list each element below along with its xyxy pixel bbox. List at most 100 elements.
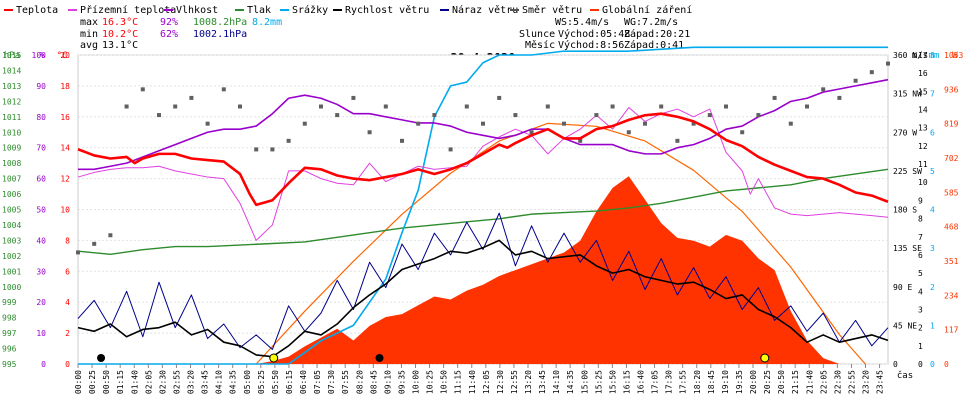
- x-tick-label-5: 02:05: [144, 370, 153, 394]
- pressure-axis-tick-12: 1007: [2, 175, 21, 184]
- pressure-axis-tick-10: 1005: [2, 206, 21, 215]
- wind-speed-axis-tick-13: 13: [918, 124, 928, 133]
- radiation-axis-tick-3: 351: [944, 257, 959, 266]
- temperature-axis-tick-10: 20: [60, 51, 70, 60]
- humidity-axis-tick-9: 90: [36, 82, 46, 91]
- wind-dir-point-0: [76, 250, 80, 255]
- x-tick-label-55: 22:55: [847, 370, 856, 394]
- info-ws: WS:5.4m/s: [555, 17, 609, 28]
- wind-dir-point-33: [610, 104, 615, 109]
- temperature-axis-tick-6: 12: [60, 175, 70, 184]
- wind-dir-point-32: [594, 113, 599, 118]
- wind-dir-point-23: [448, 147, 453, 152]
- x-tick-label-53: 22:05: [819, 370, 828, 394]
- wind-dir-axis-tick-7: 315 NW: [893, 90, 922, 99]
- sunrise-marker: [269, 353, 279, 363]
- unit-hpa: hPa: [4, 51, 20, 61]
- x-tick-label-11: 04:35: [229, 370, 238, 394]
- wind-dir-axis-tick-6: 270 W: [893, 128, 917, 137]
- radiation-axis-tick-4: 468: [944, 223, 959, 232]
- series-globalni-zareni: [78, 176, 888, 364]
- wind-dir-point-24: [464, 104, 469, 109]
- temperature-axis-tick-2: 4: [65, 298, 70, 307]
- moonrise-marker: [375, 354, 384, 362]
- pressure-axis-tick-9: 1004: [2, 221, 21, 230]
- x-tick-label-6: 02:30: [158, 370, 167, 394]
- radiation-axis-tick-9: 1053: [944, 51, 963, 60]
- wind-dir-point-5: [157, 113, 161, 118]
- info-moonrise: Východ:8:56: [558, 39, 624, 51]
- line-prizemni-teplota: [77, 107, 889, 241]
- wind-dir-point-7: [189, 95, 194, 100]
- temperature-axis-tick-0: 0: [65, 360, 70, 369]
- wind-speed-axis-tick-12: 12: [918, 142, 928, 151]
- rain-axis-tick-7: 7: [930, 90, 935, 99]
- wind-speed-axis-tick-1: 1: [918, 342, 923, 351]
- wind-dir-point-9: [221, 87, 226, 92]
- wind-dir-point-16: [335, 113, 340, 118]
- humidity-axis-tick-3: 30: [36, 267, 46, 276]
- stats-max-temp: 16.3°C: [102, 17, 138, 28]
- temperature-axis-tick-7: 14: [60, 144, 70, 153]
- wind-speed-axis-tick-9: 9: [918, 196, 923, 205]
- radiation-axis-tick-8: 936: [944, 85, 959, 94]
- wind-dir-point-26: [497, 95, 502, 100]
- wind-speed-axis-tick-16: 16: [918, 69, 928, 78]
- legend-label-smer-vetru: Směr větru: [522, 4, 582, 16]
- radiation-axis-tick-5: 585: [944, 188, 959, 197]
- x-tick-label-25: 10:25: [426, 370, 435, 394]
- rain-axis-tick-5: 5: [930, 167, 935, 176]
- x-tick-label-38: 15:50: [608, 370, 617, 394]
- wind-dir-point-22: [432, 113, 437, 118]
- temperature-axis-tick-1: 2: [65, 329, 70, 338]
- stats-min-press: 1002.1hPa: [193, 29, 247, 40]
- x-tick-label-3: 01:15: [116, 370, 125, 394]
- unit-pct: %: [39, 51, 45, 61]
- wind-speed-axis-tick-10: 10: [918, 178, 928, 187]
- wind-dir-point-15: [319, 104, 323, 109]
- x-tick-label-29: 12:05: [482, 370, 491, 394]
- rain-axis-tick-3: 3: [930, 244, 935, 253]
- x-tick-label-20: 08:20: [355, 370, 364, 394]
- wind-dir-point-34: [626, 130, 631, 135]
- wind-dir-point-6: [173, 104, 178, 109]
- humidity-axis-tick-6: 60: [36, 175, 46, 184]
- radiation-axis-tick-1: 117: [944, 326, 959, 335]
- wind-dir-point-10: [238, 104, 242, 109]
- x-tick-label-41: 17:05: [651, 370, 660, 394]
- wind-dir-point-45: [805, 104, 809, 109]
- value-axes: 9959969979989991000100110021003100410051…: [2, 51, 963, 369]
- x-tick-label-24: 10:00: [412, 370, 421, 394]
- legend-label-naraz-vetru: Náraz větru: [452, 4, 518, 16]
- series-teplota: [77, 112, 889, 207]
- stats-max-press: 1008.2hPa: [193, 17, 247, 28]
- humidity-axis-tick-0: 0: [41, 360, 46, 369]
- wind-dir-point-25: [481, 121, 485, 126]
- x-tick-label-36: 15:00: [580, 370, 589, 394]
- humidity-axis-tick-2: 20: [36, 298, 46, 307]
- pressure-axis-tick-0: 995: [2, 360, 17, 369]
- wind-speed-axis-tick-14: 14: [918, 106, 928, 115]
- temperature-axis-tick-5: 10: [60, 206, 70, 215]
- pressure-axis-tick-15: 1010: [2, 128, 21, 137]
- wind-dir-point-3: [124, 104, 129, 109]
- info-sunrise: Východ:05:48: [558, 28, 630, 40]
- rain-axis-tick-2: 2: [930, 283, 935, 292]
- wind-speed-axis-tick-8: 8: [918, 215, 923, 224]
- wind-dir-axis-tick-0: 0: [893, 360, 898, 369]
- line-vlhkost: [78, 78, 889, 171]
- x-tick-label-43: 17:55: [679, 370, 688, 394]
- x-tick-label-31: 12:55: [510, 370, 519, 394]
- wind-dir-point-48: [853, 78, 858, 83]
- stats-max-hum: 92%: [160, 17, 178, 28]
- temperature-axis-tick-4: 8: [65, 236, 70, 245]
- unit-mm: mm: [929, 51, 940, 61]
- x-tick-label-12: 05:00: [243, 370, 252, 394]
- wind-dir-point-30: [562, 121, 566, 126]
- temperature-axis-tick-8: 16: [60, 113, 70, 122]
- wind-dir-point-20: [400, 138, 404, 143]
- wind-speed-axis-tick-5: 5: [918, 269, 923, 278]
- x-tick-label-54: 22:30: [833, 370, 842, 394]
